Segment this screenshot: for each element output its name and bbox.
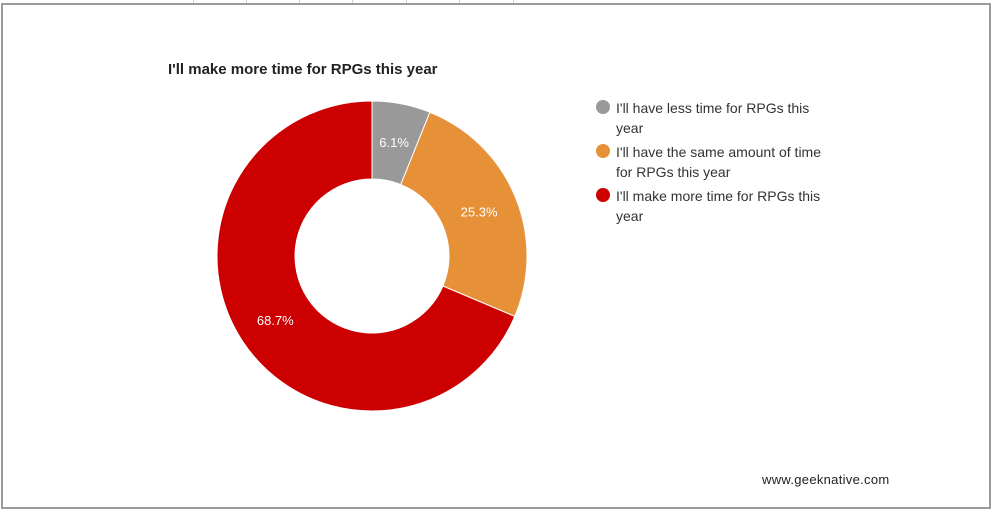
legend-dot-icon bbox=[596, 144, 610, 158]
slice-value-label: 6.1% bbox=[379, 135, 409, 150]
slice-value-label: 68.7% bbox=[257, 313, 294, 328]
chart-title: I'll make more time for RPGs this year bbox=[168, 61, 438, 78]
donut-slice[interactable] bbox=[400, 111, 528, 318]
source-credit: www.geeknative.com bbox=[762, 472, 890, 487]
donut-slice[interactable] bbox=[216, 100, 516, 412]
legend-label: I'll have the same amount of time for RP… bbox=[616, 144, 821, 180]
slice-value-label: 25.3% bbox=[461, 204, 498, 219]
legend-item-less-time[interactable]: I'll have less time for RPGs this year bbox=[596, 98, 846, 138]
legend-item-same-time[interactable]: I'll have the same amount of time for RP… bbox=[596, 142, 846, 182]
legend-label: I'll have less time for RPGs this year bbox=[616, 100, 810, 136]
legend-item-more-time[interactable]: I'll make more time for RPGs this year bbox=[596, 186, 846, 226]
chart-legend: I'll have less time for RPGs this year I… bbox=[596, 98, 846, 230]
legend-dot-icon bbox=[596, 188, 610, 202]
legend-label: I'll make more time for RPGs this year bbox=[616, 188, 821, 224]
legend-dot-icon bbox=[596, 100, 610, 114]
sheet-gridlines bbox=[0, 0, 992, 4]
